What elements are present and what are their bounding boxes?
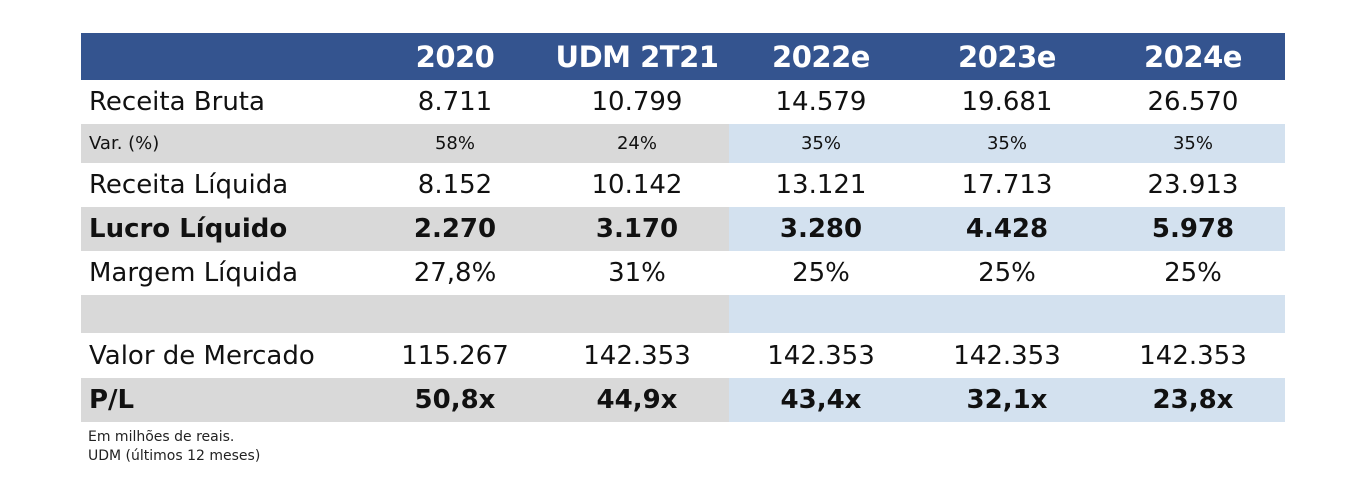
cell-value: 25% [978, 258, 1036, 288]
cell-value: 25% [792, 258, 850, 288]
row-label: Receita Bruta [89, 87, 265, 117]
row-label: P/L [81, 378, 365, 422]
cell-value: 26.570 [1147, 87, 1239, 117]
cell-value: 2.270 [365, 207, 545, 251]
cell-value: 31% [608, 258, 666, 288]
cell-value: 14.579 [775, 87, 867, 117]
cell-value: 3.280 [729, 207, 913, 251]
cell-value: 50,8x [365, 378, 545, 422]
cell-value: 13.121 [775, 170, 867, 200]
row-label: Lucro Líquido [81, 207, 365, 251]
cell-value: 17.713 [961, 170, 1053, 200]
cell-value: 25% [1164, 258, 1222, 288]
row-label: Margem Líquida [89, 258, 299, 288]
cell-value: 43,4x [729, 378, 913, 422]
cell-value: 142.353 [583, 340, 691, 371]
cell-value: 35% [1101, 124, 1285, 163]
row-receita-liquida: Receita Líquida 8.152 10.142 13.121 17.7… [81, 163, 1285, 207]
cell-value: 35% [729, 124, 913, 163]
cell-value: 27,8% [413, 258, 497, 288]
row-margem-liquida: Margem Líquida 27,8% 31% 25% 25% 25% [81, 251, 1285, 295]
cell-value: 8.711 [417, 87, 493, 117]
cell-value [913, 295, 1101, 333]
cell-value: 23,8x [1101, 378, 1285, 422]
cell-value: 23.913 [1147, 170, 1239, 200]
table-footnotes: Em milhões de reais. UDM (últimos 12 mes… [88, 428, 260, 466]
cell-value: 10.142 [591, 170, 683, 200]
cell-value: 35% [913, 124, 1101, 163]
cell-value: 19.681 [961, 87, 1053, 117]
financial-table: 2020 UDM 2T21 2022e 2023e 2024e Receita … [81, 33, 1285, 422]
header-row: 2020 UDM 2T21 2022e 2023e 2024e [81, 33, 1285, 80]
row-p-l: P/L 50,8x 44,9x 43,4x 32,1x 23,8x [81, 378, 1285, 422]
footnote-units: Em milhões de reais. [88, 429, 235, 445]
row-label: Var. (%) [81, 124, 365, 163]
header-cell-udm-2t21: UDM 2T21 [545, 33, 729, 80]
cell-value [729, 295, 913, 333]
cell-value: 32,1x [913, 378, 1101, 422]
header-cell-2022e: 2022e [729, 33, 913, 80]
cell-value: 10.799 [591, 87, 683, 117]
row-lucro-liquido: Lucro Líquido 2.270 3.170 3.280 4.428 5.… [81, 207, 1285, 251]
row-var-pct: Var. (%) 58% 24% 35% 35% 35% [81, 124, 1285, 163]
header-cell-2024e: 2024e [1101, 33, 1285, 80]
header-cell-2023e: 2023e [913, 33, 1101, 80]
row-label: Valor de Mercado [89, 340, 315, 371]
cell-value [1101, 295, 1285, 333]
row-label: Receita Líquida [89, 170, 289, 200]
cell-value: 58% [365, 124, 545, 163]
cell-value: 115.267 [401, 340, 509, 371]
footnote-udm: UDM (últimos 12 meses) [88, 448, 261, 464]
row-spacer [81, 295, 1285, 333]
header-cell-label [81, 33, 365, 80]
cell-value [365, 295, 545, 333]
row-receita-bruta: Receita Bruta 8.711 10.799 14.579 19.681… [81, 80, 1285, 124]
cell-value: 44,9x [545, 378, 729, 422]
cell-value: 4.428 [913, 207, 1101, 251]
cell-value: 3.170 [545, 207, 729, 251]
row-valor-de-mercado: Valor de Mercado 115.267 142.353 142.353… [81, 333, 1285, 378]
cell-value: 142.353 [767, 340, 875, 371]
cell-value: 24% [545, 124, 729, 163]
cell-value: 8.152 [417, 170, 493, 200]
header-cell-2020: 2020 [365, 33, 545, 80]
cell-value: 5.978 [1101, 207, 1285, 251]
row-label [81, 295, 365, 333]
cell-value: 142.353 [1139, 340, 1247, 371]
cell-value [545, 295, 729, 333]
cell-value: 142.353 [953, 340, 1061, 371]
